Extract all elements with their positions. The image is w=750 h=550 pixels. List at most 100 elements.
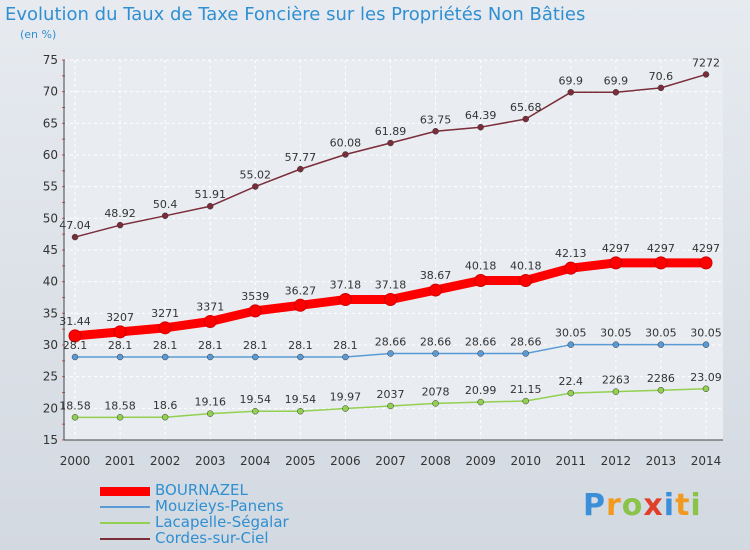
data-point-lacapelle-s-galar [161, 413, 169, 421]
y-tick-label: 55 [43, 180, 58, 194]
data-label-lacapelle-s-galar: 2286 [647, 372, 675, 385]
data-label-mouzieys-panens: 28.66 [510, 335, 542, 348]
data-point-cordes-sur-ciel [387, 139, 394, 147]
data-point-lacapelle-s-galar [206, 410, 214, 417]
data-label-bournazel: 4297 [647, 242, 675, 255]
data-point-mouzieys-panens [206, 353, 214, 361]
data-label-bournazel: 37.18 [375, 279, 407, 292]
data-label-bournazel: 38.67 [420, 269, 452, 282]
data-point-bournazel [248, 304, 262, 318]
data-label-lacapelle-s-galar: 23.09 [690, 371, 722, 384]
data-point-bournazel [699, 256, 713, 270]
x-tick-label: 2003 [195, 454, 226, 468]
data-point-mouzieys-panens [522, 350, 529, 357]
proxiti-logo: Proxiti [583, 488, 702, 523]
data-label-cordes-sur-ciel: 63.75 [420, 113, 452, 126]
legend-label: Mouzieys-Panens [155, 497, 284, 515]
y-tick-label: 35 [43, 306, 58, 320]
data-point-cordes-sur-ciel [522, 115, 529, 123]
y-tick-label: 60 [43, 148, 58, 162]
data-label-cordes-sur-ciel: 64.39 [465, 109, 497, 122]
data-label-cordes-sur-ciel: 57.77 [285, 151, 317, 164]
data-label-mouzieys-panens: 28.66 [465, 335, 497, 348]
data-label-cordes-sur-ciel: 50.4 [153, 198, 178, 211]
data-point-lacapelle-s-galar [612, 388, 620, 395]
data-label-bournazel: 3271 [151, 307, 179, 320]
data-point-cordes-sur-ciel [567, 89, 575, 96]
data-label-lacapelle-s-galar: 21.15 [510, 383, 542, 396]
data-point-lacapelle-s-galar [522, 397, 529, 405]
logo-letter: i [690, 488, 702, 523]
data-label-lacapelle-s-galar: 18.58 [104, 399, 136, 412]
data-point-bournazel [338, 293, 352, 307]
data-label-bournazel: 3207 [106, 311, 134, 324]
x-tick-label: 2008 [420, 454, 451, 468]
y-tick-label: 20 [43, 401, 58, 415]
data-point-lacapelle-s-galar [297, 407, 304, 415]
data-label-cordes-sur-ciel: 61.89 [375, 125, 407, 138]
x-tick-label: 2009 [465, 454, 496, 468]
logo-letter: r [606, 488, 622, 523]
data-point-cordes-sur-ciel [477, 123, 484, 131]
data-label-lacapelle-s-galar: 19.97 [330, 391, 362, 404]
data-point-lacapelle-s-galar [657, 386, 665, 394]
data-point-bournazel [113, 325, 127, 339]
data-label-lacapelle-s-galar: 18.6 [153, 399, 178, 412]
legend-swatch [100, 538, 150, 540]
logo-letter: P [583, 488, 606, 523]
data-point-mouzieys-panens [252, 353, 259, 361]
y-tick-label: 30 [43, 338, 58, 352]
data-point-mouzieys-panens [612, 341, 620, 348]
data-point-mouzieys-panens [477, 350, 484, 357]
data-label-cordes-sur-ciel: 65.68 [510, 101, 542, 114]
data-point-lacapelle-s-galar [477, 398, 484, 406]
y-tick-label: 40 [43, 275, 58, 289]
data-label-bournazel: 3539 [241, 290, 269, 303]
data-point-bournazel [609, 256, 623, 270]
legend-swatch [100, 487, 150, 496]
data-label-bournazel: 3371 [196, 301, 224, 314]
data-point-bournazel [158, 321, 172, 335]
logo-letter: o [621, 488, 644, 523]
y-tick-label: 45 [43, 243, 58, 257]
data-label-lacapelle-s-galar: 2263 [602, 374, 630, 387]
data-label-cordes-sur-ciel: 60.08 [330, 136, 362, 149]
data-label-lacapelle-s-galar: 19.54 [240, 393, 272, 406]
data-point-mouzieys-panens [297, 353, 304, 361]
data-point-lacapelle-s-galar [342, 405, 349, 412]
data-point-mouzieys-panens [387, 350, 394, 357]
data-label-mouzieys-panens: 30.05 [555, 327, 587, 340]
y-tick-label: 70 [43, 85, 58, 99]
data-label-bournazel: 31.44 [59, 315, 91, 328]
data-point-cordes-sur-ciel [342, 151, 349, 158]
x-tick-label: 2001 [105, 454, 136, 468]
data-label-cordes-sur-ciel: 51.91 [194, 188, 226, 201]
data-label-mouzieys-panens: 30.05 [645, 327, 677, 340]
data-point-mouzieys-panens [116, 353, 124, 361]
data-label-cordes-sur-ciel: 70.6 [649, 70, 674, 83]
data-point-lacapelle-s-galar [116, 414, 124, 421]
data-point-cordes-sur-ciel [297, 165, 304, 173]
data-point-mouzieys-panens [342, 353, 349, 361]
data-point-mouzieys-panens [161, 353, 169, 361]
data-point-cordes-sur-ciel [612, 89, 620, 96]
data-point-lacapelle-s-galar [702, 385, 710, 393]
x-tick-label: 2002 [150, 454, 181, 468]
data-point-bournazel [429, 283, 443, 297]
data-point-cordes-sur-ciel [702, 71, 710, 78]
x-tick-label: 2014 [691, 454, 722, 468]
data-point-bournazel [474, 274, 488, 288]
x-tick-label: 2007 [375, 454, 406, 468]
data-point-mouzieys-panens [432, 350, 439, 357]
legend-label: BOURNAZEL [155, 481, 248, 499]
data-label-cordes-sur-ciel: 69.9 [559, 74, 584, 87]
data-point-bournazel [203, 315, 217, 329]
data-label-lacapelle-s-galar: 18.58 [59, 399, 91, 412]
data-point-mouzieys-panens [567, 341, 575, 348]
data-point-bournazel [293, 298, 307, 312]
data-point-lacapelle-s-galar [387, 402, 394, 410]
data-point-bournazel [384, 293, 397, 307]
data-label-lacapelle-s-galar: 2037 [377, 388, 405, 401]
